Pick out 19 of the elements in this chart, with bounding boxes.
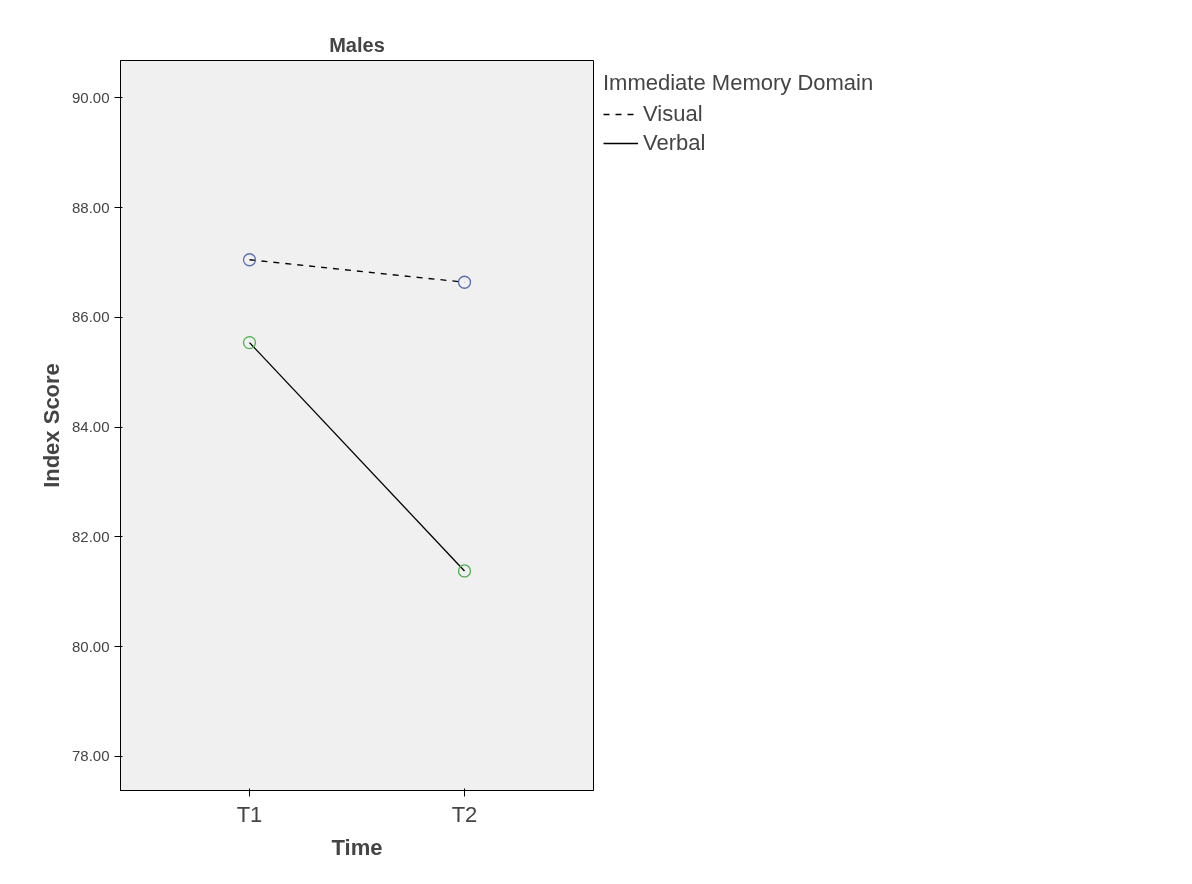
legend-label: Verbal <box>643 130 706 156</box>
point <box>457 564 472 578</box>
x-axis-title: Time <box>331 834 383 860</box>
chart-title: Males <box>329 33 385 56</box>
y-tick-label: 90.00 <box>71 88 110 106</box>
point <box>457 275 472 289</box>
y-tick-label: 84.00 <box>71 418 110 436</box>
y-tick-label: 88.00 <box>71 198 110 216</box>
y-axis-title: Index Score <box>38 363 64 488</box>
point <box>242 335 257 350</box>
x-tick-label: T1 <box>236 801 263 827</box>
y-tick-label: 78.00 <box>71 747 110 765</box>
x-tick-label: T2 <box>451 801 478 827</box>
point <box>242 253 257 267</box>
y-tick-label: 82.00 <box>71 527 110 545</box>
legend-title: Immediate Memory Domain <box>603 70 874 96</box>
y-tick-label: 86.00 <box>71 308 110 326</box>
y-tick-label: 80.00 <box>71 637 110 655</box>
legend-label: Visual <box>643 101 703 127</box>
